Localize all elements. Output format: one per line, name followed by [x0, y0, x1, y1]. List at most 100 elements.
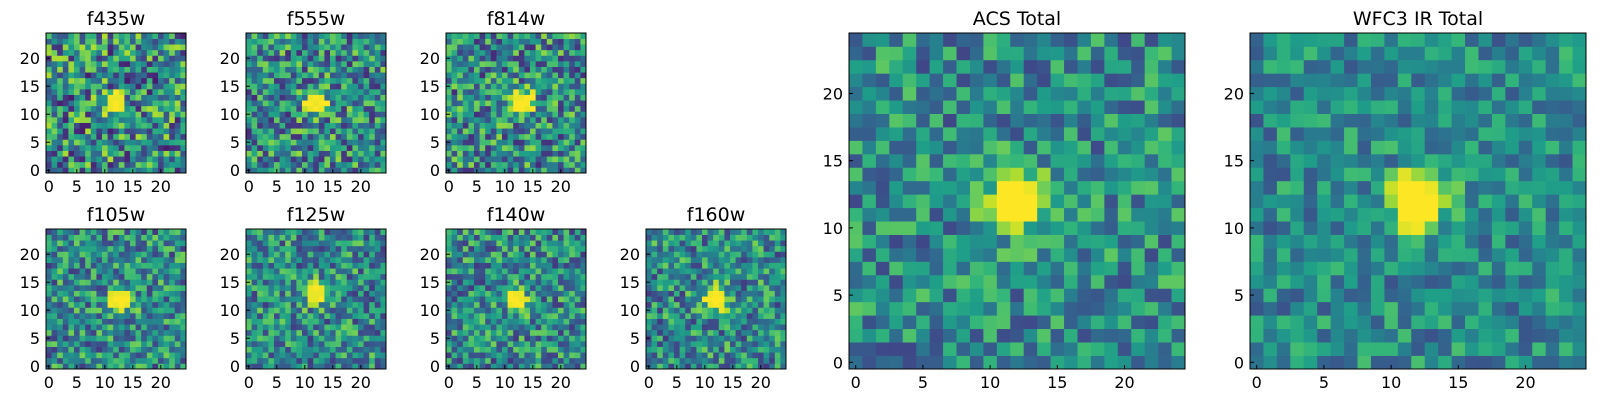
heatmap-cell [163, 167, 170, 174]
heatmap-cell [90, 363, 97, 370]
heatmap-cell [530, 318, 536, 325]
heatmap-cell [318, 38, 325, 45]
heatmap-cell [513, 66, 520, 73]
heatmap-cell [875, 261, 890, 276]
heatmap-cell [169, 55, 176, 62]
heatmap-cell [468, 296, 475, 303]
heatmap-cell [535, 89, 542, 95]
heatmap-cell [251, 66, 258, 73]
heatmap-cell [307, 234, 314, 241]
heatmap-cell [57, 61, 64, 67]
heatmap-cell [769, 296, 776, 303]
heatmap-cell [296, 100, 303, 107]
heatmap-cell [346, 346, 353, 353]
heatmap-cell [541, 89, 548, 95]
heatmap-cells [849, 33, 1186, 370]
heatmap-cell [302, 240, 308, 247]
heatmap-cell [763, 341, 770, 347]
heatmap-cell [113, 145, 120, 151]
heatmap-cell [530, 245, 536, 252]
heatmap-cell [690, 268, 697, 275]
heatmap-cell [296, 145, 303, 151]
heatmap-cell [983, 355, 998, 370]
heatmap-cell [279, 290, 286, 297]
heatmap-cell [369, 83, 376, 90]
heatmap-cell [324, 268, 331, 275]
heatmap-cell [257, 105, 264, 112]
y-tick-label: 5 [30, 133, 40, 152]
heatmap-cell [524, 55, 531, 62]
heatmap-cell [969, 140, 984, 155]
heatmap-cell [180, 341, 187, 347]
heatmap-cell [889, 153, 904, 168]
heatmap-cell [307, 38, 314, 45]
heatmap-cell [246, 324, 252, 331]
heatmap-cell [651, 290, 658, 297]
heatmap-cell [552, 251, 559, 258]
heatmap-cell [1104, 315, 1119, 330]
heatmap-cell [518, 49, 525, 56]
heatmap-cell [468, 100, 475, 107]
heatmap-cell [307, 61, 314, 67]
heatmap-cell [713, 229, 720, 235]
heatmap-cell [468, 156, 475, 163]
heatmap-cell [118, 122, 125, 129]
heatmap-cell [374, 352, 381, 359]
heatmap-cell [85, 352, 92, 359]
heatmap-cell [496, 105, 503, 112]
heatmap-cell [174, 167, 181, 174]
heatmap-cell [279, 285, 286, 291]
heatmap-cell [468, 72, 475, 79]
heatmap-cell [1117, 248, 1132, 262]
heatmap-cell [307, 122, 314, 129]
heatmap-cell [118, 279, 125, 286]
heatmap-cell [296, 262, 303, 269]
heatmap-cell [174, 111, 181, 118]
heatmap-cell [363, 38, 370, 45]
heatmap-cell [251, 122, 258, 129]
heatmap-cell [130, 77, 136, 84]
heatmap-cell [68, 279, 75, 286]
heatmap-cell [118, 156, 125, 163]
heatmap-cell [983, 127, 998, 141]
heatmap-cell [57, 251, 64, 258]
heatmap-cell [943, 248, 957, 262]
x-tick-label: 5 [72, 177, 82, 196]
heatmap-cell [113, 318, 120, 325]
heatmap-cell [346, 61, 353, 67]
heatmap-cell [524, 341, 531, 347]
heatmap-cell [302, 161, 308, 168]
heatmap-cell [313, 257, 320, 263]
heatmap-cell [758, 268, 764, 275]
heatmap-cell [251, 100, 258, 107]
heatmap-cell [780, 273, 787, 280]
heatmap-cell [124, 89, 131, 95]
heatmap-cell [130, 257, 136, 263]
heatmap-cell [257, 251, 264, 258]
heatmap-cell [85, 72, 92, 79]
heatmap-cell [1158, 234, 1172, 249]
y-tick-label: 15 [220, 273, 240, 292]
heatmap-cell [380, 145, 387, 151]
heatmap-cell [146, 128, 153, 135]
heatmap-cell [369, 352, 376, 359]
heatmap-cell [313, 83, 320, 90]
heatmap-cell [679, 329, 686, 336]
heatmap-cell [741, 268, 748, 275]
heatmap-cell [74, 77, 80, 84]
heatmap-cell [346, 44, 353, 51]
heatmap-cell [85, 150, 92, 157]
heatmap-cell [358, 33, 364, 39]
x-axis: 0 5 10 15 20 [244, 169, 371, 196]
heatmap-cell [552, 105, 559, 112]
heatmap-cell [380, 329, 387, 336]
heatmap-cell [479, 100, 486, 107]
heatmap-cell [163, 352, 170, 359]
heatmap-cell [446, 301, 452, 308]
heatmap-cell [657, 229, 664, 235]
heatmap-cell [996, 301, 1011, 316]
heatmap-cell [158, 133, 164, 140]
heatmap-cell [1023, 180, 1038, 195]
heatmap-cell [769, 268, 776, 275]
